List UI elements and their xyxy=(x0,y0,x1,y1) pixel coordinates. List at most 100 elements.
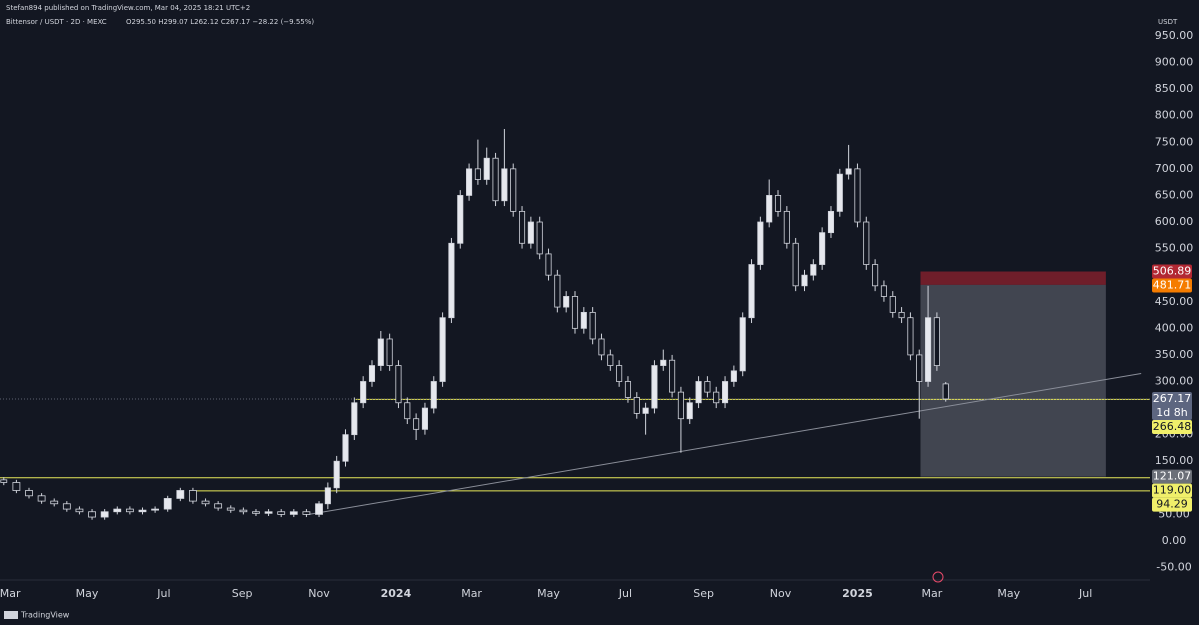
x-tick-label: May xyxy=(537,587,560,600)
candle-body xyxy=(430,381,437,409)
price-tag-bg xyxy=(1152,419,1192,434)
candle-body xyxy=(536,221,543,255)
candle-body xyxy=(333,460,340,489)
price-tag-bg xyxy=(1152,391,1192,420)
candle-body xyxy=(624,381,632,398)
countdown: 1d 8h xyxy=(1156,406,1187,419)
candle-body xyxy=(616,365,623,382)
candle-body xyxy=(571,296,579,329)
candle-body xyxy=(527,221,534,244)
y-tick-label: 800.00 xyxy=(1155,109,1194,122)
candle-body xyxy=(607,354,614,366)
candle-body xyxy=(37,495,46,502)
candle-body xyxy=(50,500,59,505)
candle-body xyxy=(916,354,923,382)
candle-body xyxy=(695,381,702,404)
x-tick-label: Nov xyxy=(308,587,330,600)
y-tick-label: 600.00 xyxy=(1155,215,1194,228)
candle-body xyxy=(413,418,420,430)
candle-body xyxy=(907,317,914,356)
candle-body xyxy=(801,274,808,287)
candle-body xyxy=(863,221,870,265)
candle-body xyxy=(713,391,720,404)
y-tick-label: 750.00 xyxy=(1155,135,1194,148)
candle-body xyxy=(563,296,570,308)
candle-body xyxy=(819,232,826,265)
x-tick-label: Nov xyxy=(770,587,792,600)
candle-body xyxy=(377,338,384,366)
brand-logo xyxy=(4,611,18,619)
price-tag-bg xyxy=(1152,469,1192,484)
candle-body xyxy=(730,370,737,382)
candle-body xyxy=(289,511,298,515)
candle-body xyxy=(748,264,755,319)
candle-body xyxy=(598,338,605,356)
candle-body xyxy=(151,508,159,511)
candle-body xyxy=(739,317,746,372)
event-icon[interactable] xyxy=(932,571,944,583)
x-tick-label: 2025 xyxy=(842,587,873,600)
y-tick-label: 450.00 xyxy=(1155,295,1194,308)
candle-body xyxy=(942,383,949,400)
candle-body xyxy=(163,498,172,510)
candle-body xyxy=(113,508,122,513)
y-tick-label: 300.00 xyxy=(1155,374,1194,387)
candle-body xyxy=(845,168,852,175)
candle-body xyxy=(386,338,393,366)
candle-body xyxy=(872,264,879,287)
y-tick-label: 850.00 xyxy=(1155,82,1194,95)
candle-body xyxy=(25,490,33,497)
symbol-title: Bittensor / USDT · 2D · MEXC xyxy=(6,18,107,26)
candle-body xyxy=(766,195,773,223)
y-tick-label: 400.00 xyxy=(1155,321,1194,334)
candle-body xyxy=(880,285,887,297)
candle-body xyxy=(722,381,729,404)
candle-body xyxy=(492,157,499,202)
candle-body xyxy=(75,508,84,513)
brand: TradingView xyxy=(20,611,70,620)
candle-body xyxy=(686,402,693,420)
candle-body xyxy=(421,407,428,430)
price-tag: 481.71 xyxy=(1153,279,1192,292)
x-tick-label: Mar xyxy=(921,587,942,600)
x-tick-label: 2024 xyxy=(381,587,412,600)
candle-body xyxy=(439,317,446,382)
price-tag: 94.29 xyxy=(1156,498,1188,511)
candle-body xyxy=(302,511,311,515)
candle-body xyxy=(836,173,843,212)
candle-body xyxy=(368,365,376,382)
price-tag-bg xyxy=(1152,264,1192,279)
candle-body xyxy=(125,508,134,513)
candle-body xyxy=(277,511,286,515)
x-tick-label: Jul xyxy=(1078,587,1092,600)
candle-body xyxy=(660,359,667,366)
published-note: Stefan894 published on TradingView.com, … xyxy=(6,4,250,12)
candle-body xyxy=(933,317,940,366)
candle-body xyxy=(138,509,147,513)
y-tick-label: 950.00 xyxy=(1155,29,1194,42)
candle-body xyxy=(324,487,331,505)
candle-body xyxy=(501,168,508,202)
candle-body xyxy=(466,168,473,196)
candle-body xyxy=(589,311,596,340)
x-tick-label: May xyxy=(997,587,1020,600)
price-tag: 506.89 xyxy=(1153,265,1192,278)
candle-body xyxy=(925,317,932,382)
candle-body xyxy=(264,511,273,514)
target-zone xyxy=(920,284,1106,477)
candle-body xyxy=(342,434,349,462)
candle-body xyxy=(792,242,799,287)
candle-body xyxy=(214,503,223,509)
candle-body xyxy=(827,210,835,234)
y-tick-label: 650.00 xyxy=(1155,188,1194,201)
candle-body xyxy=(677,391,684,420)
candle-body xyxy=(226,507,235,511)
stop-zone xyxy=(920,271,1106,285)
candle-body xyxy=(889,296,896,313)
candle-body xyxy=(774,195,782,212)
candle-body xyxy=(351,402,358,436)
trendline xyxy=(308,373,1142,515)
candle-body xyxy=(395,365,402,404)
candle-body xyxy=(474,168,481,180)
